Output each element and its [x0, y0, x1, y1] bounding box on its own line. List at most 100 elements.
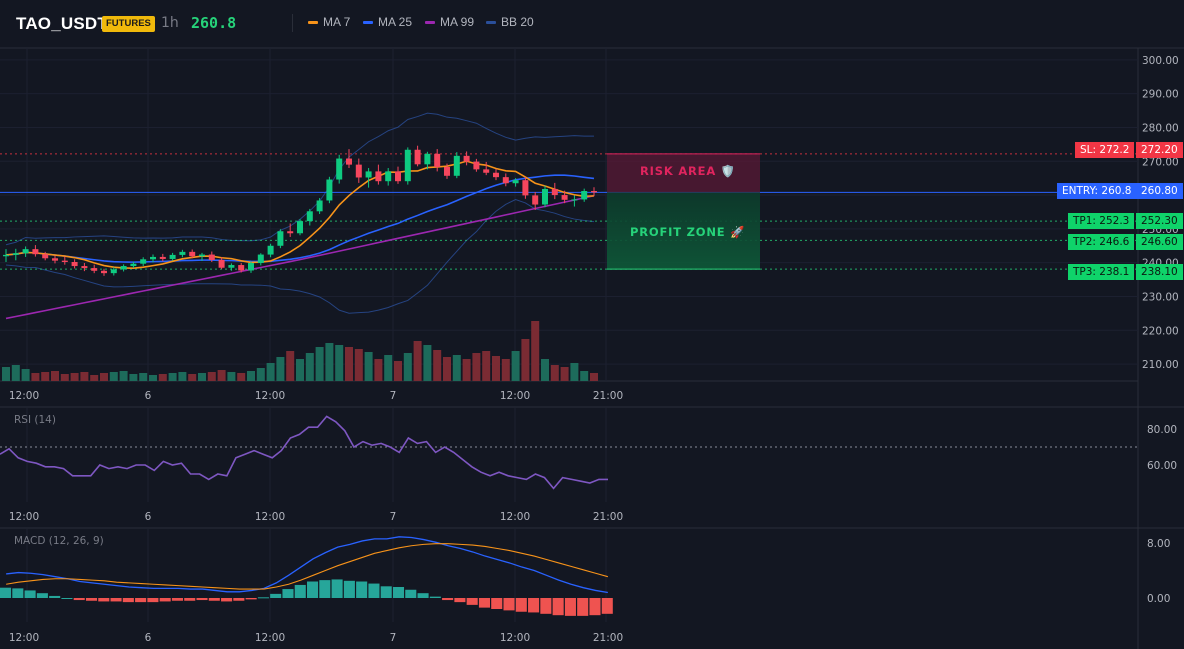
candle-body: [316, 200, 323, 212]
volume-bar: [315, 347, 324, 381]
ma25-line: [5, 174, 595, 263]
macd-histogram-bar: [0, 587, 12, 598]
candle-body: [12, 253, 19, 255]
time-label-main: 12:00: [500, 390, 530, 402]
volume-bar: [570, 363, 579, 381]
time-label-rsi: 12:00: [500, 511, 530, 523]
volume-bar: [521, 339, 530, 381]
volume-bar: [501, 359, 510, 381]
profit-zone-label: PROFIT ZONE 🚀: [630, 225, 746, 239]
macd-histogram-bar: [196, 598, 208, 601]
volume-bar: [207, 372, 216, 381]
macd-line: [6, 536, 608, 594]
macd-histogram-bar: [368, 583, 380, 598]
rsi-line: [0, 415, 608, 490]
macd-histogram-bar: [417, 593, 429, 598]
ma7-label: MA 7: [323, 15, 351, 29]
candle-body: [306, 211, 313, 222]
macd-histogram-bar: [540, 598, 552, 614]
volume-bar: [413, 341, 422, 381]
volume-bar: [394, 361, 402, 381]
macd-histogram-bar: [319, 580, 331, 598]
volume-bar: [482, 351, 491, 381]
volume-bar: [364, 352, 373, 381]
macd-histogram-bar: [12, 588, 24, 598]
volume-bar: [119, 371, 128, 381]
volume-bar: [345, 347, 353, 381]
time-label-main: 6: [145, 390, 152, 402]
volume-bar: [41, 372, 50, 381]
candle-body: [101, 270, 107, 274]
macd-histogram-bar: [564, 598, 576, 616]
volume-bar: [11, 365, 20, 381]
ma99-line: [5, 194, 595, 320]
candle-body: [22, 249, 29, 254]
macd-histogram-bar: [343, 580, 355, 598]
time-label-rsi: 7: [390, 511, 397, 523]
volume-bar: [266, 363, 275, 381]
candle-body: [434, 153, 441, 168]
candle-body: [502, 177, 509, 184]
timeframe-selector[interactable]: 1h: [161, 15, 179, 31]
candle-body: [199, 254, 205, 257]
macd-signal-line: [6, 543, 609, 590]
volume-bar: [139, 373, 148, 381]
volume-bar: [21, 369, 30, 381]
volume-bar: [100, 373, 108, 381]
candle-body: [120, 266, 127, 270]
macd-histogram-bar: [61, 598, 73, 599]
candle-body: [542, 188, 548, 205]
macd-label: MACD (12, 26, 9): [14, 535, 104, 547]
macd-histogram-bar: [98, 598, 110, 602]
volume-bar: [129, 374, 138, 381]
profit-zone: [607, 192, 760, 270]
legend-ma99[interactable]: MA 99: [425, 15, 474, 29]
candle-body: [365, 171, 372, 178]
price-tick-label: 230.00: [1142, 291, 1179, 303]
macd-histogram-bar: [184, 598, 196, 601]
candle-body: [463, 155, 470, 162]
price-tick-label: 280.00: [1142, 122, 1179, 134]
legend-ma7[interactable]: MA 7: [308, 15, 350, 29]
volume-bar: [227, 372, 236, 381]
risk-area-label: RISK AREA 🛡️: [640, 164, 736, 178]
macd-histogram-bar: [478, 598, 490, 608]
time-label-macd: 12:00: [255, 632, 285, 644]
volume-bar: [296, 359, 304, 381]
volume-bar: [80, 372, 89, 381]
macd-histogram-bar: [392, 587, 405, 598]
candle-body: [189, 251, 196, 257]
macd-histogram-bar: [577, 598, 589, 616]
volume-bar: [168, 373, 177, 381]
risk-area-zone: [607, 153, 760, 193]
volume-bar: [198, 373, 206, 381]
candle-body: [110, 269, 117, 274]
legend-ma25[interactable]: MA 25: [363, 15, 412, 29]
chart-header: TAO_USDT FUTURES 1h 260.8 MA 7 MA 25 MA …: [0, 0, 1184, 48]
futures-badge: FUTURES: [102, 16, 155, 32]
macd-histogram-bar: [307, 581, 319, 598]
symbol-title[interactable]: TAO_USDT: [16, 14, 108, 33]
candle-body: [42, 254, 49, 259]
macd-tick-0: 0.00: [1147, 593, 1170, 605]
legend-bb20[interactable]: BB 20: [486, 15, 534, 29]
macd-histogram-bar: [380, 586, 392, 598]
volume-bar: [550, 365, 559, 381]
candle-body: [267, 245, 274, 255]
volume-bar: [374, 359, 383, 381]
bb-lower-line: [5, 198, 595, 314]
volume-bar: [433, 350, 442, 381]
volume-bar: [217, 370, 226, 381]
time-label-macd: 6: [145, 632, 152, 644]
last-price: 260.8: [191, 14, 237, 32]
macd-histogram-bar: [589, 598, 601, 616]
volume-bar: [90, 375, 99, 381]
macd-histogram-bar: [282, 589, 294, 598]
volume-bar: [60, 374, 69, 381]
candle-body: [375, 171, 382, 182]
candle-body: [228, 265, 235, 268]
macd-histogram-bar: [36, 593, 48, 598]
sl-axis-price: 272.20: [1136, 142, 1183, 158]
candle-body: [453, 155, 460, 176]
